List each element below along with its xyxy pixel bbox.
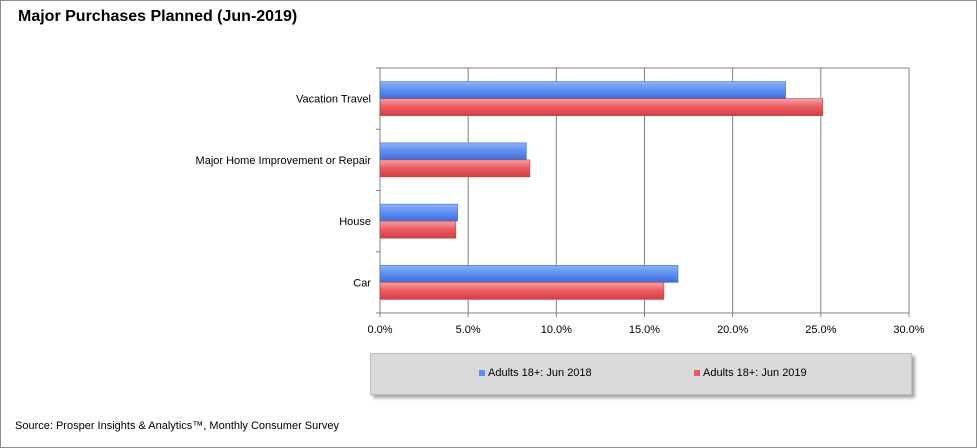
x-tick-label: 30.0% — [893, 324, 924, 336]
legend-item-series-1: Adults 18+: Jun 2018 — [479, 367, 592, 379]
x-tick-label: 0.0% — [367, 324, 392, 336]
source-note: Source: Prosper Insights & Analytics™, M… — [15, 420, 340, 432]
x-tick-label: 25.0% — [805, 324, 836, 336]
x-tick-label: 5.0% — [456, 324, 481, 336]
legend-item-series-2: Adults 18+: Jun 2019 — [694, 367, 807, 379]
bars — [379, 81, 823, 300]
y-category-label: Car — [353, 277, 371, 289]
bar-series-1 — [379, 142, 527, 161]
legend-label-series-2: Adults 18+: Jun 2019 — [703, 367, 807, 379]
bar-series-1 — [379, 81, 786, 99]
legend-label-series-1: Adults 18+: Jun 2018 — [488, 367, 592, 379]
x-tick-label: 20.0% — [717, 324, 748, 336]
bar-series-2 — [379, 98, 823, 116]
legend-swatch-red — [694, 370, 700, 376]
y-category-label: House — [339, 216, 371, 228]
bar-series-1 — [379, 265, 679, 283]
y-category-label: Vacation Travel — [296, 94, 371, 106]
legend: Adults 18+: Jun 2018 Adults 18+: Jun 201… — [370, 353, 912, 395]
bar-series-2 — [379, 282, 665, 300]
bar-series-1 — [379, 203, 458, 222]
y-category-label: Major Home Improvement or Repair — [196, 155, 372, 167]
x-tick-label: 10.0% — [541, 324, 572, 336]
chart-title: Major Purchases Planned (Jun-2019) — [18, 8, 298, 25]
axes: 0.0% 5.0% 10.0% 15.0% 20.0% 25.0% 30.0% Vacatio… — [196, 67, 925, 336]
bar-series-2 — [379, 159, 531, 178]
x-tick-label: 15.0% — [629, 324, 660, 336]
bar-series-2 — [379, 220, 457, 239]
legend-swatch-blue — [479, 370, 485, 376]
